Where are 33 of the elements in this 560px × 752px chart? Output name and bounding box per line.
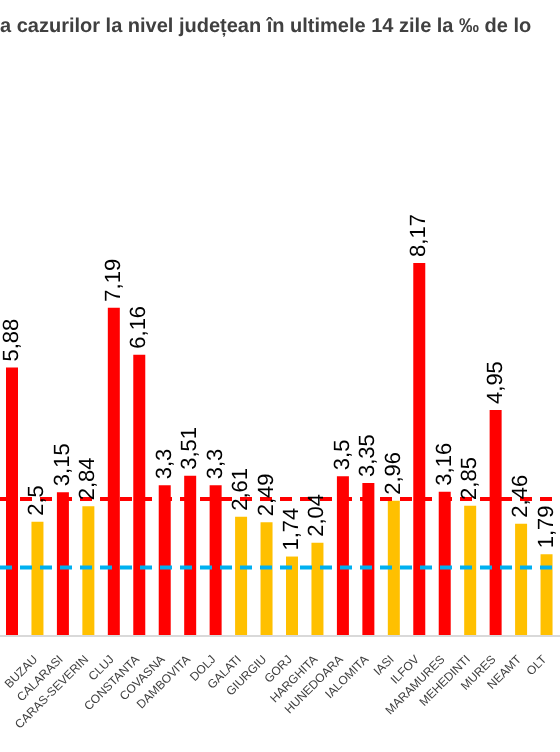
data-label: 3,3 xyxy=(203,448,228,480)
chart-title: a cazurilor la nivel județean în ultimele 14 zile la ‰ de lo xyxy=(0,16,534,38)
data-label: 3,15 xyxy=(50,443,75,487)
data-label: 1,79 xyxy=(534,505,559,549)
data-label: 3,3 xyxy=(152,448,177,480)
data-label: 2,49 xyxy=(254,473,279,517)
bar xyxy=(515,523,528,636)
bar xyxy=(235,516,248,636)
data-label: 2,85 xyxy=(458,457,483,500)
data-label: 3,5 xyxy=(330,439,355,471)
data-label: 2,61 xyxy=(229,467,254,511)
bar xyxy=(311,542,324,636)
bar xyxy=(540,554,553,636)
data-label: 2,96 xyxy=(381,451,406,495)
data-label: 3,16 xyxy=(432,442,457,486)
data-label: 2,04 xyxy=(305,494,330,537)
data-label: 3,35 xyxy=(356,434,381,478)
data-label: 2,84 xyxy=(76,457,101,501)
data-label: 2,5 xyxy=(25,485,50,516)
data-label: 1,74 xyxy=(280,507,304,551)
data-label: 3,51 xyxy=(178,426,203,470)
data-label: 2,46 xyxy=(509,474,534,518)
data-label: 7,19 xyxy=(101,258,126,302)
bar xyxy=(387,500,400,636)
data-label: 5,88 xyxy=(0,318,24,362)
bar xyxy=(82,506,95,636)
bar xyxy=(464,505,477,636)
bar xyxy=(260,522,273,636)
bar xyxy=(31,521,44,636)
data-label: 4,95 xyxy=(483,361,508,404)
bar xyxy=(286,556,298,636)
data-label: 6,16 xyxy=(127,305,152,349)
data-label: 8,17 xyxy=(407,214,432,257)
